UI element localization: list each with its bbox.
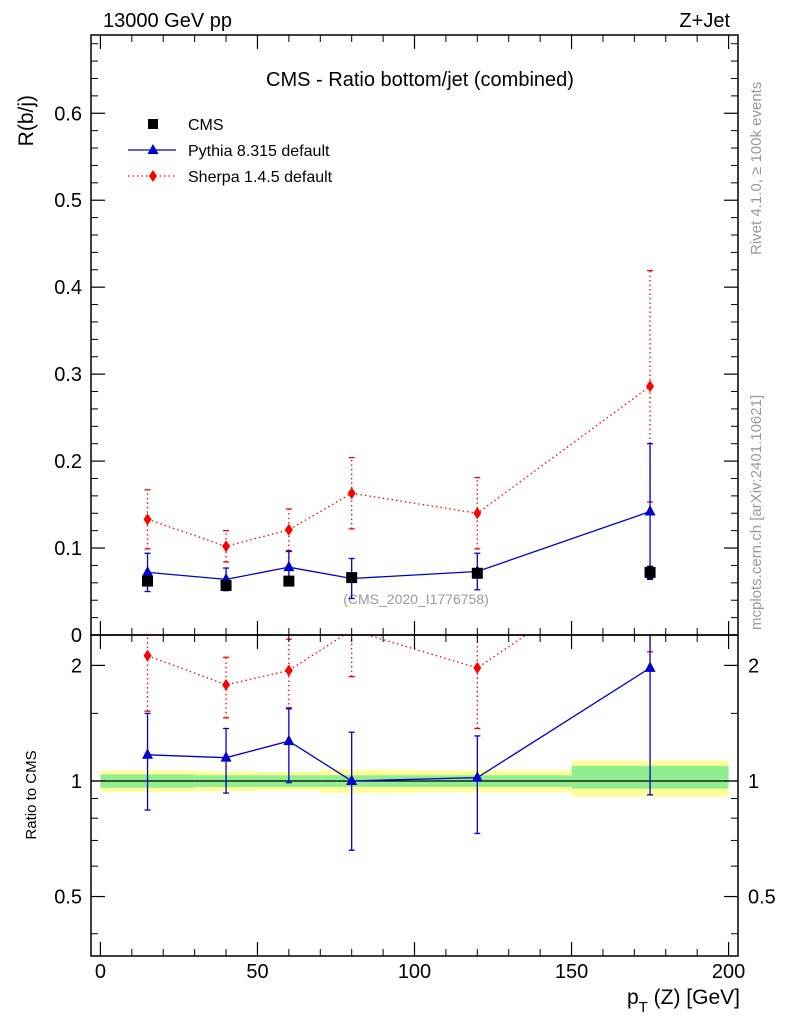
marker-square — [220, 579, 232, 591]
ratio-xtick-label: 150 — [555, 961, 588, 983]
marker-triangle — [471, 771, 483, 782]
legend-label-pythia: Pythia 8.315 default — [188, 143, 330, 160]
ratio-ytick-label: 1 — [71, 771, 82, 793]
ratio-xtick-label: 0 — [95, 961, 106, 983]
xlabel-main: p — [627, 986, 639, 1009]
marker-diamond — [646, 380, 655, 393]
process-label: Z+Jet — [679, 10, 730, 32]
marker-triangle — [142, 565, 154, 577]
main-ytick-label: 0.3 — [54, 364, 82, 386]
main-ytick-label: 0.5 — [54, 190, 82, 212]
mcplots-label: mcplots.cern.ch [arXiv:2401.10621] — [748, 395, 765, 630]
ratio-ytick-label-right: 0.5 — [748, 887, 776, 909]
main-series-square — [142, 565, 656, 591]
legend-label-sherpa: Sherpa 1.4.5 default — [188, 169, 333, 186]
marker-diamond — [473, 661, 482, 674]
ratio-line-triangle — [147, 667, 651, 782]
main-series-triangle — [142, 443, 656, 600]
ratio-xlabel: pT (Z) [GeV] — [627, 986, 740, 1016]
ratio-bands — [100, 760, 729, 797]
marker-triangle — [283, 560, 295, 572]
ratio-line-diamond — [147, 635, 528, 686]
ratio-xtick-label: 50 — [246, 961, 268, 983]
main-ytick-label: 0.1 — [54, 538, 82, 560]
main-ytick-label: 0 — [71, 625, 82, 647]
marker-triangle — [283, 734, 295, 746]
ratio-series — [142, 635, 656, 851]
marker-triangle — [346, 774, 358, 785]
main-ytick-label: 0.2 — [54, 451, 82, 473]
main-axes: 0 0.1 0.2 0.3 0.4 0.5 0.6 — [54, 35, 738, 647]
xlabel-rest: (Z) [GeV] — [648, 986, 740, 1009]
main-ytick-label: 0.4 — [54, 277, 82, 299]
ratio-ytick-label: 2 — [71, 655, 82, 677]
main-series-diamond — [143, 270, 655, 563]
marker-triangle — [644, 505, 656, 516]
legend-entry-sherpa: Sherpa 1.4.5 default — [128, 169, 333, 186]
legend-marker-diamond — [149, 170, 157, 182]
marker-diamond — [222, 678, 231, 691]
ratio-ytick-label-right: 2 — [748, 655, 759, 677]
legend-label-cms: CMS — [188, 117, 224, 134]
legend-entry-cms: CMS — [148, 117, 224, 134]
legend-entry-pythia: Pythia 8.315 default — [128, 143, 330, 160]
main-title: CMS - Ratio bottom/jet (combined) — [266, 69, 574, 91]
main-line-diamond — [147, 385, 651, 547]
ratio-axes: 0.5 0.5 1 1 2 2 0 50 100 150 200 — [54, 635, 776, 983]
legend-marker-triangle — [147, 144, 159, 154]
ratio-panel: 0.5 0.5 1 1 2 2 0 50 100 150 200 Ratio to CMS pT (… — [23, 634, 776, 1016]
marker-diamond — [284, 523, 293, 536]
rivet-version-label: Rivet 4.1.0, ≥ 100k events — [748, 82, 765, 255]
marker-square — [471, 567, 483, 579]
marker-diamond — [222, 540, 231, 553]
marker-square — [346, 572, 358, 584]
marker-diamond — [143, 513, 152, 526]
marker-square — [142, 575, 154, 587]
legend: CMS Pythia 8.315 default Sherpa 1.4.5 de… — [128, 117, 333, 186]
marker-square — [283, 575, 295, 587]
ratio-ytick-label: 0.5 — [54, 887, 82, 909]
ratio-xtick-label: 100 — [398, 961, 431, 983]
marker-triangle — [142, 748, 154, 759]
main-ylabel: R(b/j) — [15, 95, 38, 146]
main-ytick-label: 0.6 — [54, 103, 82, 125]
marker-diamond — [143, 649, 152, 662]
marker-triangle — [220, 751, 232, 762]
ratio-ylabel: Ratio to CMS — [23, 750, 40, 839]
ratio-series-diamond — [143, 635, 654, 730]
marker-diamond — [473, 507, 482, 520]
marker-diamond — [347, 487, 356, 500]
legend-marker-square — [148, 119, 158, 129]
marker-triangle — [644, 661, 656, 672]
energy-label: 13000 GeV pp — [103, 10, 232, 32]
watermark-label: (CMS_2020_I1776758) — [343, 591, 489, 607]
main-panel: 0 0.1 0.2 0.3 0.4 0.5 0.6 CMS - Ratio bottom/j… — [15, 34, 739, 647]
ratio-series-triangle — [142, 635, 656, 851]
marker-square — [644, 566, 656, 578]
marker-diamond — [284, 664, 293, 677]
ratio-ytick-label-right: 1 — [748, 771, 759, 793]
ratio-xtick-label: 200 — [712, 961, 745, 983]
main-series — [142, 270, 656, 600]
xlabel-subscript: T — [639, 999, 648, 1016]
main-line-triangle — [147, 510, 651, 581]
